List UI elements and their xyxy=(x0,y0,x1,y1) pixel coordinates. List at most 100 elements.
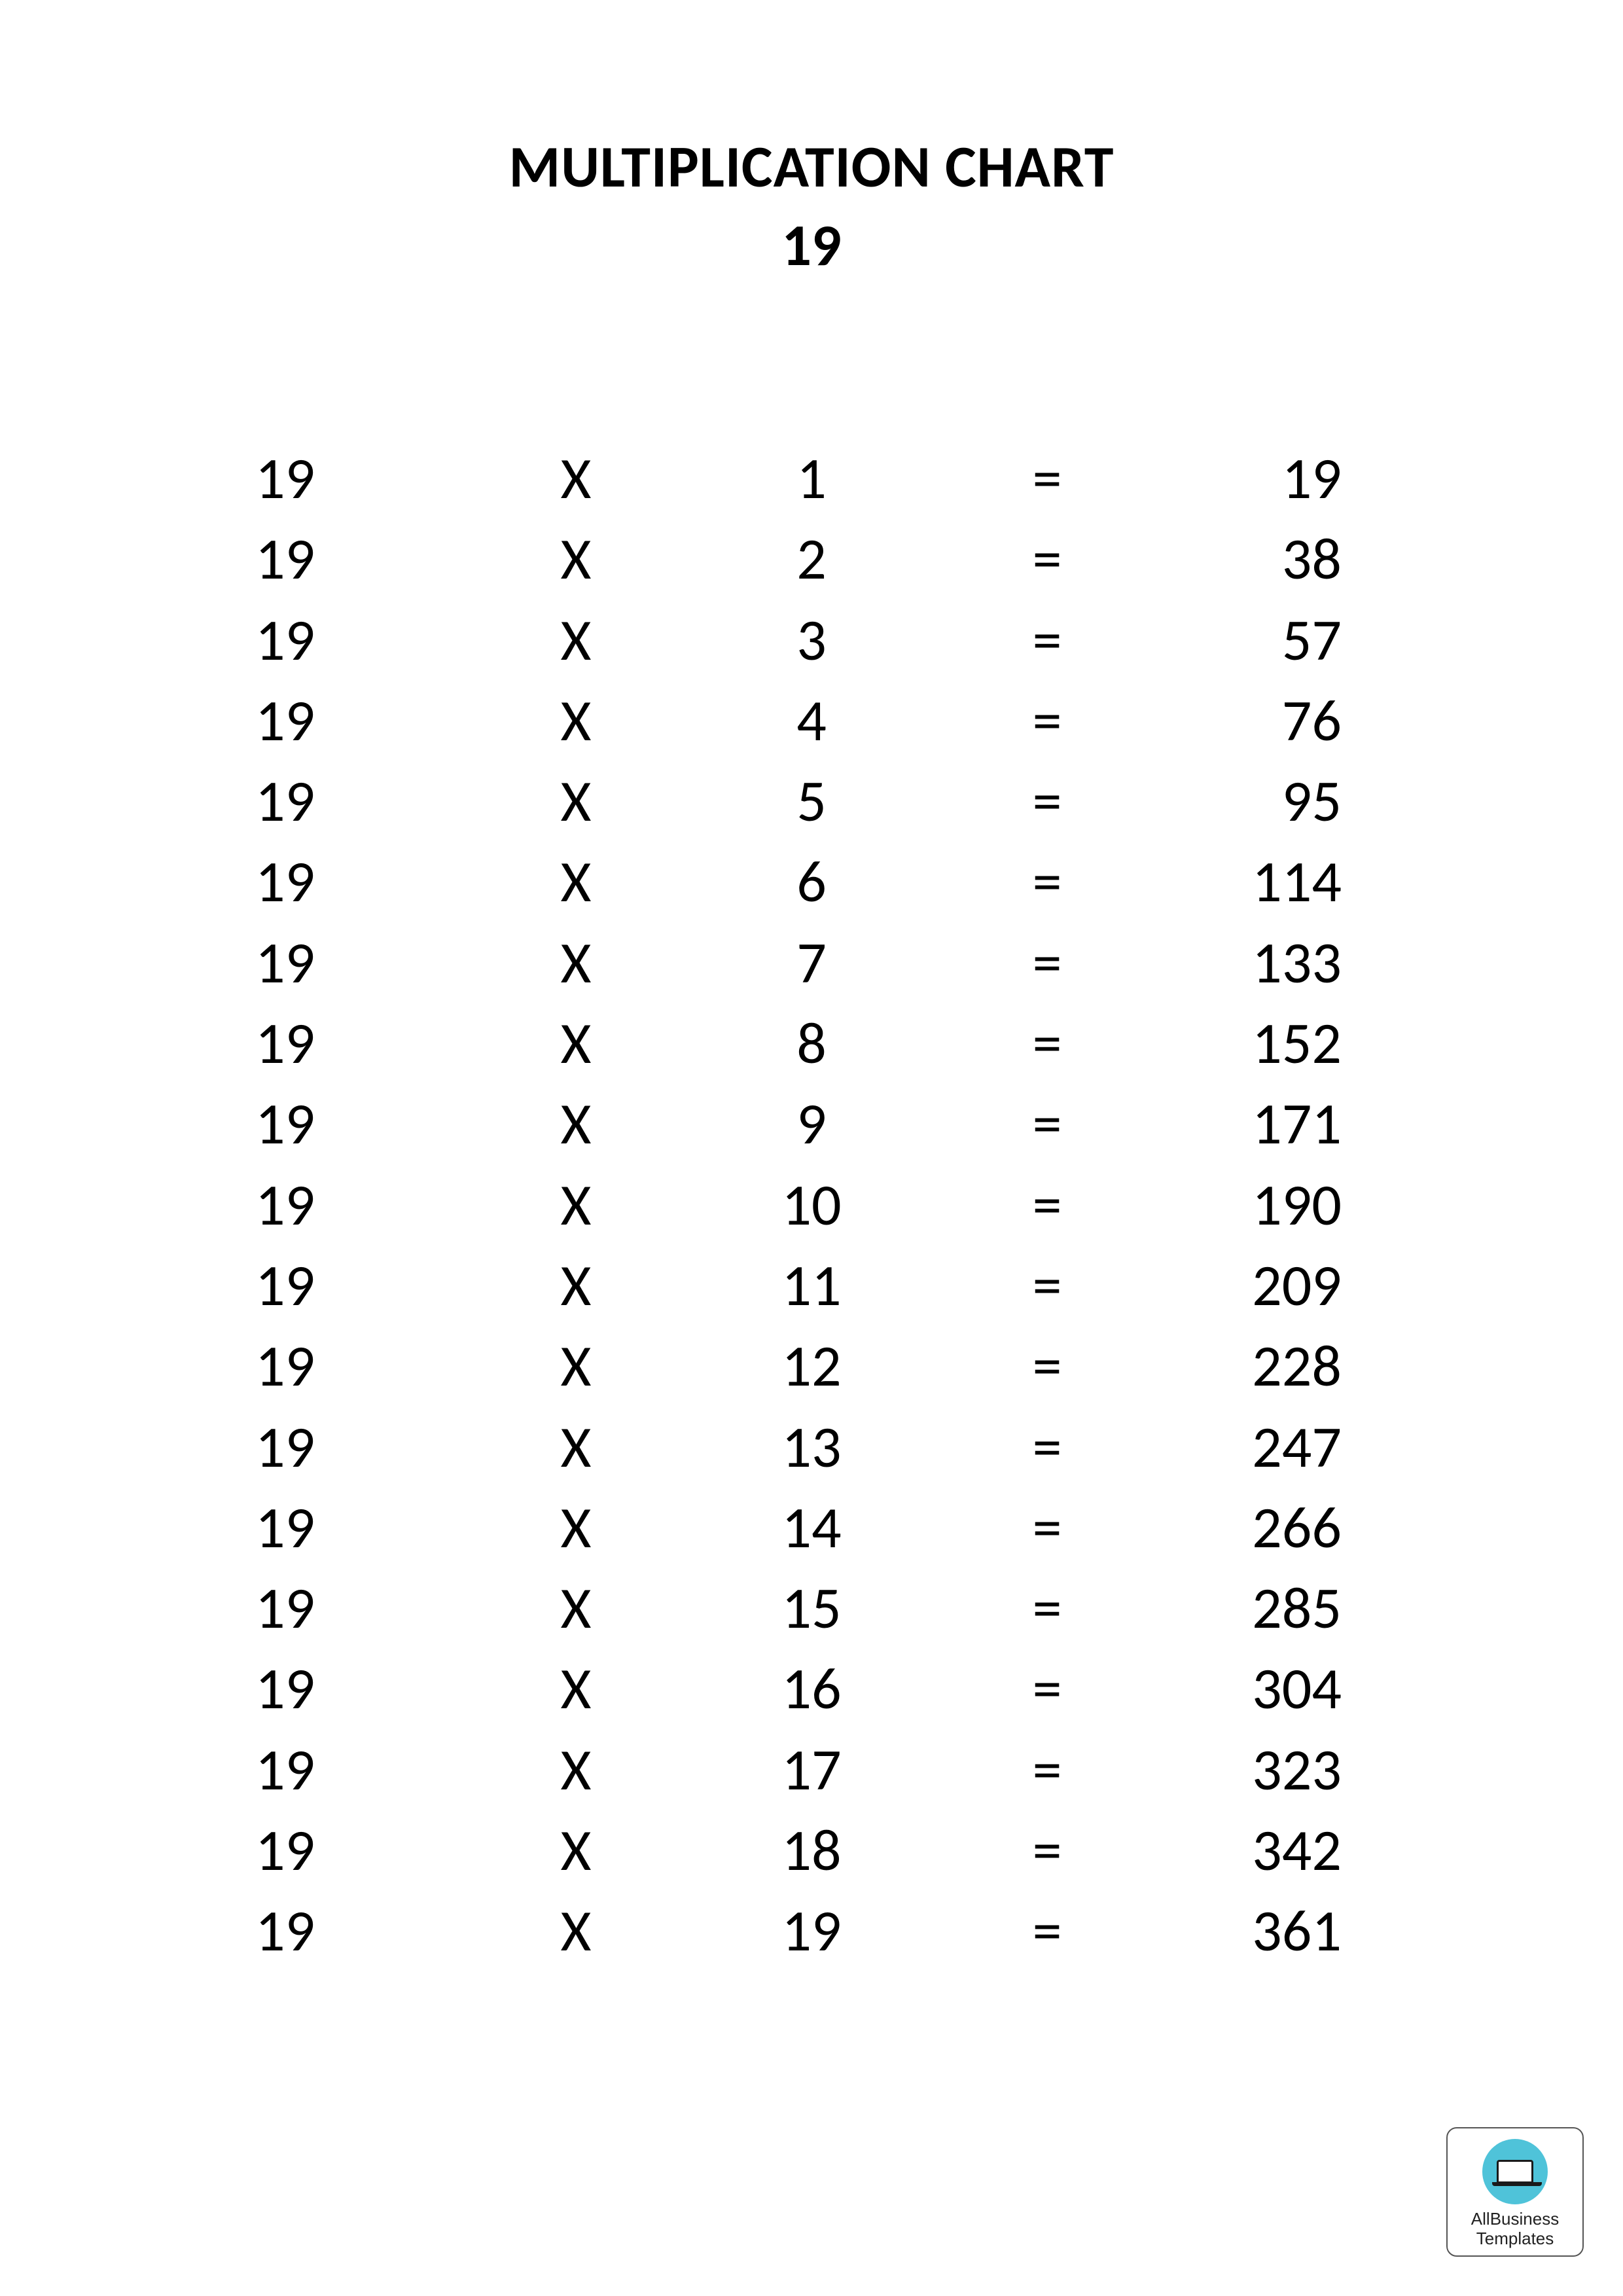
equals-cell: = xyxy=(929,1649,1165,1729)
page-title-line2: 19 xyxy=(0,209,1623,281)
multiplicand-cell: 19 xyxy=(223,1810,458,1891)
table-row: 19X16=304 xyxy=(223,1649,1400,1729)
brand-name: AllBusiness Templates xyxy=(1471,2210,1559,2249)
equals-cell: = xyxy=(929,1246,1165,1326)
product-cell: 76 xyxy=(1165,681,1400,761)
operator-cell: X xyxy=(458,1407,694,1488)
multiplier-cell: 3 xyxy=(694,600,929,681)
table-row: 19X1=19 xyxy=(223,439,1400,519)
table-row: 19X9=171 xyxy=(223,1084,1400,1164)
table-row: 19X13=247 xyxy=(223,1407,1400,1488)
multiplier-cell: 15 xyxy=(694,1568,929,1649)
equals-cell: = xyxy=(929,1730,1165,1810)
table-row: 19X11=209 xyxy=(223,1246,1400,1326)
multiplier-cell: 2 xyxy=(694,519,929,600)
multiplier-cell: 10 xyxy=(694,1165,929,1246)
product-cell: 57 xyxy=(1165,600,1400,681)
table-row: 19X14=266 xyxy=(223,1488,1400,1568)
table-row: 19X10=190 xyxy=(223,1165,1400,1246)
multiplier-cell: 19 xyxy=(694,1891,929,1971)
multiplier-cell: 9 xyxy=(694,1084,929,1164)
product-cell: 190 xyxy=(1165,1165,1400,1246)
multiplier-cell: 12 xyxy=(694,1326,929,1407)
product-cell: 342 xyxy=(1165,1810,1400,1891)
equals-cell: = xyxy=(929,761,1165,842)
operator-cell: X xyxy=(458,681,694,761)
product-cell: 209 xyxy=(1165,1246,1400,1326)
multiplier-cell: 5 xyxy=(694,761,929,842)
product-cell: 361 xyxy=(1165,1891,1400,1971)
multiplicand-cell: 19 xyxy=(223,439,458,519)
equals-cell: = xyxy=(929,1810,1165,1891)
page-header: MULTIPLICATION CHART 19 xyxy=(0,0,1623,281)
multiplier-cell: 14 xyxy=(694,1488,929,1568)
equals-cell: = xyxy=(929,681,1165,761)
operator-cell: X xyxy=(458,1649,694,1729)
multiplier-cell: 1 xyxy=(694,439,929,519)
product-cell: 95 xyxy=(1165,761,1400,842)
operator-cell: X xyxy=(458,761,694,842)
multiplicand-cell: 19 xyxy=(223,519,458,600)
equals-cell: = xyxy=(929,439,1165,519)
multiplicand-cell: 19 xyxy=(223,1891,458,1971)
product-cell: 19 xyxy=(1165,439,1400,519)
product-cell: 152 xyxy=(1165,1003,1400,1084)
product-cell: 171 xyxy=(1165,1084,1400,1164)
multiplicand-cell: 19 xyxy=(223,1084,458,1164)
table-row: 19X8=152 xyxy=(223,1003,1400,1084)
operator-cell: X xyxy=(458,1891,694,1971)
operator-cell: X xyxy=(458,842,694,922)
operator-cell: X xyxy=(458,1165,694,1246)
equals-cell: = xyxy=(929,1488,1165,1568)
table-row: 19X7=133 xyxy=(223,923,1400,1003)
table-row: 19X19=361 xyxy=(223,1891,1400,1971)
table-row: 19X17=323 xyxy=(223,1730,1400,1810)
operator-cell: X xyxy=(458,1003,694,1084)
multiplicand-cell: 19 xyxy=(223,1165,458,1246)
equals-cell: = xyxy=(929,600,1165,681)
operator-cell: X xyxy=(458,1326,694,1407)
multiplicand-cell: 19 xyxy=(223,1568,458,1649)
operator-cell: X xyxy=(458,1488,694,1568)
product-cell: 228 xyxy=(1165,1326,1400,1407)
multiplier-cell: 11 xyxy=(694,1246,929,1326)
product-cell: 133 xyxy=(1165,923,1400,1003)
multiplicand-cell: 19 xyxy=(223,1649,458,1729)
equals-cell: = xyxy=(929,923,1165,1003)
multiplier-cell: 17 xyxy=(694,1730,929,1810)
multiplicand-cell: 19 xyxy=(223,923,458,1003)
multiplier-cell: 7 xyxy=(694,923,929,1003)
multiplicand-cell: 19 xyxy=(223,761,458,842)
multiplicand-cell: 19 xyxy=(223,1246,458,1326)
multiplier-cell: 6 xyxy=(694,842,929,922)
product-cell: 304 xyxy=(1165,1649,1400,1729)
multiplicand-cell: 19 xyxy=(223,1326,458,1407)
brand-line1: AllBusiness xyxy=(1471,2210,1559,2229)
multiplier-cell: 18 xyxy=(694,1810,929,1891)
equals-cell: = xyxy=(929,1407,1165,1488)
table-row: 19X2=38 xyxy=(223,519,1400,600)
equals-cell: = xyxy=(929,1165,1165,1246)
multiplicand-cell: 19 xyxy=(223,1488,458,1568)
operator-cell: X xyxy=(458,439,694,519)
multiplier-cell: 13 xyxy=(694,1407,929,1488)
equals-cell: = xyxy=(929,842,1165,922)
equals-cell: = xyxy=(929,519,1165,600)
table-row: 19X12=228 xyxy=(223,1326,1400,1407)
table-row: 19X15=285 xyxy=(223,1568,1400,1649)
multiplier-cell: 8 xyxy=(694,1003,929,1084)
product-cell: 323 xyxy=(1165,1730,1400,1810)
operator-cell: X xyxy=(458,1568,694,1649)
operator-cell: X xyxy=(458,1246,694,1326)
multiplication-table: 19X1=1919X2=3819X3=5719X4=7619X5=9519X6=… xyxy=(0,439,1623,1972)
product-cell: 247 xyxy=(1165,1407,1400,1488)
operator-cell: X xyxy=(458,600,694,681)
table-row: 19X5=95 xyxy=(223,761,1400,842)
brand-logo: AllBusiness Templates xyxy=(1446,2127,1584,2257)
table-row: 19X4=76 xyxy=(223,681,1400,761)
operator-cell: X xyxy=(458,519,694,600)
equals-cell: = xyxy=(929,1326,1165,1407)
page-title-line1: MULTIPLICATION CHART xyxy=(0,131,1623,203)
operator-cell: X xyxy=(458,1084,694,1164)
product-cell: 114 xyxy=(1165,842,1400,922)
